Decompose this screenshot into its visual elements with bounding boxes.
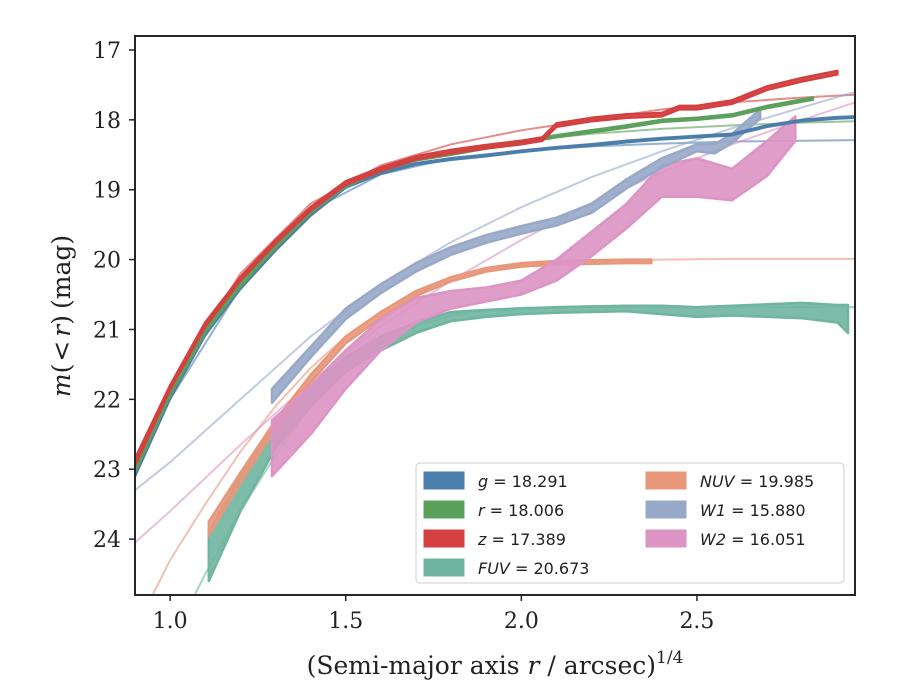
g-profile-band [135,115,855,478]
y-tick-label: 24 [93,528,121,553]
legend-swatch-w2 [645,529,687,548]
legend-entry-nuv: NUV = 19.985 [645,471,814,491]
legend-entry-fuv: FUV = 20.673 [423,558,589,578]
y-tick-label: 23 [93,458,121,483]
w2-fit-curve [135,101,855,544]
data-bands [135,69,855,583]
legend-entries: g = 18.291 r = 18.006 z = 17.389 FUV = 20.6… [423,471,814,578]
y-tick-label: 21 [93,318,121,343]
x-axis-title-pre: (Semi-major axis [307,651,528,680]
y-tick-label: 19 [93,179,121,204]
z-profile-band [135,69,839,467]
y-axis-title: m( < r) (mag) [47,235,76,397]
legend-label-g: g = 18.291 [478,472,568,491]
legend-label-z: z = 17.389 [477,530,566,549]
x-axis-ticks: 1.0 1.5 2.0 2.5 [153,595,714,634]
legend-label-r: r = 18.006 [478,501,564,520]
y-axis-title-unit: (mag) [47,235,76,309]
legend-entry-w1: W1 = 15.880 [645,500,806,520]
legend-label-nuv: NUV = 19.985 [700,472,814,491]
y-axis-title-lt: < [47,341,76,362]
x-tick-label: 1.5 [328,609,363,634]
legend-entry-g: g = 18.291 [423,471,568,491]
w2-profile-band [270,115,797,478]
legend-swatch-nuv [645,471,687,490]
x-tick-label: 2.0 [504,609,539,634]
legend-swatch-z [423,529,465,548]
legend-entry-r: r = 18.006 [423,500,564,520]
legend-label-w1: W1 = 15.880 [700,501,806,520]
w1-profile-band [270,108,762,405]
x-axis-title-post: / arcsec) [539,651,656,680]
x-axis-title: (Semi-major axis r / arcsec)1/4 [307,648,684,680]
legend-entry-w2: W2 = 16.051 [645,529,806,549]
y-axis-title-close: ) [47,315,76,325]
y-tick-label: 17 [93,39,121,64]
legend-label-w2: W2 = 16.051 [700,530,806,549]
plot-frame [134,35,856,596]
x-tick-label: 2.5 [679,609,714,634]
legend-box [415,462,845,584]
y-axis-title-m: m [47,373,76,397]
y-tick-label: 18 [93,109,121,134]
legend: g = 18.291 r = 18.006 z = 17.389 FUV = 20.6… [415,462,845,584]
legend-label-fuv: FUV = 20.673 [478,559,589,578]
y-axis-ticks: 17 18 19 20 21 22 23 24 [93,39,135,553]
y-axis-title-open: ( [47,364,76,374]
x-tick-label: 1.0 [153,609,188,634]
fuv-profile-band [207,301,850,583]
legend-swatch-fuv [423,558,465,577]
y-tick-label: 20 [93,249,121,274]
x-axis-title-var: r [528,651,542,680]
legend-swatch-w1 [645,500,687,519]
y-tick-label: 22 [93,388,121,413]
legend-swatch-g [423,471,465,490]
y-axis-title-r: r [47,323,76,337]
x-axis-title-exponent: 1/4 [656,648,683,668]
legend-swatch-r [423,500,465,519]
legend-entry-z: z = 17.389 [423,529,566,549]
